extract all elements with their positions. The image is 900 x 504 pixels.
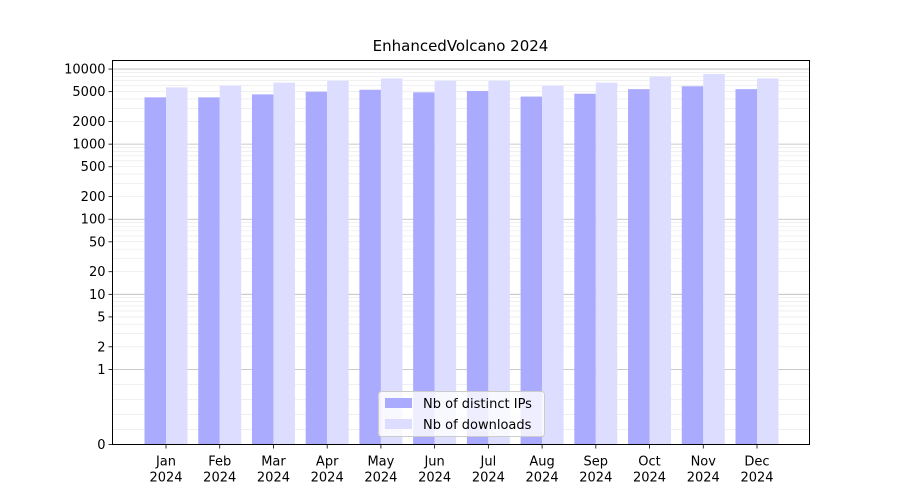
x-tick-label-year: 2024	[149, 471, 182, 486]
bar-series-1	[574, 93, 596, 445]
bar-series-1	[520, 96, 543, 445]
x-tick-label-year: 2024	[257, 471, 290, 486]
y-tick-label: 100	[81, 213, 106, 228]
y-tick-label: 1000	[72, 138, 105, 153]
x-tick-label-month: Mar	[261, 455, 286, 470]
bars-group	[144, 73, 779, 445]
y-tick-label: 2000	[72, 115, 105, 130]
x-tick-label-month: Dec	[744, 455, 769, 470]
bar-series-2	[327, 80, 349, 445]
y-tick-label: 20	[89, 265, 106, 280]
bar-series-2	[434, 80, 457, 445]
x-tick-label-month: Jun	[423, 455, 444, 470]
bar-series-1	[251, 94, 274, 445]
legend: Nb of distinct IPs Nb of downloads	[378, 391, 545, 437]
bar-series-1	[198, 97, 220, 445]
x-tick-label-year: 2024	[364, 471, 397, 486]
x-tick-label-month: Oct	[638, 455, 660, 470]
legend-label: Nb of distinct IPs	[423, 397, 532, 412]
x-tick-label-year: 2024	[311, 471, 344, 486]
y-tick-label: 0	[97, 438, 105, 453]
y-axis: 0 1 2 5 10 20 50 100 200 500 1000 2000 5000 10000	[64, 63, 113, 453]
x-tick-label-year: 2024	[687, 471, 720, 486]
y-tick-label: 10000	[64, 63, 105, 78]
bar-series-2	[757, 78, 779, 445]
bar-series-2	[649, 76, 672, 445]
y-tick-label: 10	[89, 288, 106, 303]
bar-series-2	[219, 85, 242, 445]
x-tick-label-year: 2024	[203, 471, 236, 486]
x-axis: Jan2024Feb2024Mar2024Apr2024May2024Jun20…	[149, 444, 774, 486]
x-tick-label-month: Jan	[155, 455, 176, 470]
x-tick-label-month: Aug	[529, 455, 554, 470]
x-tick-label-year: 2024	[418, 471, 451, 486]
bar-series-1	[413, 92, 435, 445]
x-tick-label-year: 2024	[579, 471, 612, 486]
bar-series-2	[542, 85, 564, 445]
bar-series-1	[735, 89, 757, 445]
x-tick-label-year: 2024	[526, 471, 559, 486]
x-tick-label-month: Apr	[316, 455, 339, 470]
chart-title: EnhancedVolcano 2024	[373, 37, 549, 55]
bar-series-2	[703, 73, 725, 445]
x-tick-label-year: 2024	[633, 471, 666, 486]
legend-swatch	[385, 398, 412, 408]
bar-series-2	[595, 82, 618, 445]
bar-series-1	[144, 97, 166, 445]
y-tick-label: 5	[97, 310, 105, 325]
bar-series-2	[273, 82, 295, 445]
legend-label: Nb of downloads	[423, 418, 532, 433]
y-tick-label: 500	[81, 160, 106, 175]
bar-series-2	[488, 80, 510, 445]
bar-series-1	[305, 91, 328, 445]
legend-box	[378, 391, 545, 437]
x-tick-label-month: Nov	[691, 455, 717, 470]
bar-series-1	[466, 91, 489, 445]
x-tick-label-month: Jul	[480, 455, 497, 470]
x-tick-label-year: 2024	[472, 471, 505, 486]
x-tick-label-month: Feb	[208, 455, 231, 470]
y-tick-label: 5000	[72, 85, 105, 100]
x-tick-label-year: 2024	[740, 471, 773, 486]
plot-frame	[112, 60, 810, 445]
bar-series-2	[380, 78, 403, 445]
bar-series-1	[681, 86, 704, 445]
x-tick-label-month: Sep	[584, 455, 609, 470]
legend-swatch	[385, 419, 412, 429]
y-tick-label: 200	[81, 190, 106, 205]
bar-series-2	[166, 87, 188, 445]
bar-series-1	[628, 89, 650, 445]
y-tick-label: 1	[97, 363, 105, 378]
y-tick-label: 2	[97, 340, 105, 355]
x-tick-label-month: May	[367, 455, 394, 470]
bar-series-1	[359, 89, 381, 445]
y-tick-label: 50	[89, 235, 106, 250]
